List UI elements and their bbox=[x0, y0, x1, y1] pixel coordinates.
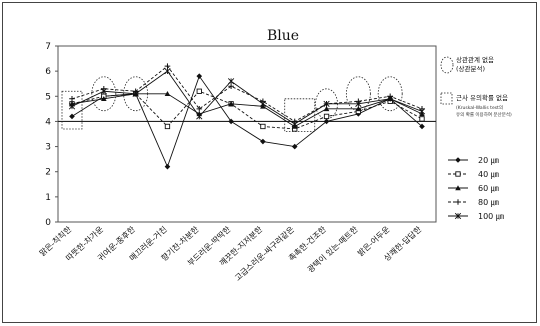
y-tick-label: 3 bbox=[45, 143, 51, 153]
data-point bbox=[164, 163, 171, 170]
chart-frame bbox=[2, 2, 537, 323]
legend-entry: 60 ㎛ bbox=[448, 184, 499, 194]
data-point bbox=[419, 123, 425, 130]
no-significance-box bbox=[284, 98, 316, 132]
legend-marker bbox=[455, 185, 461, 191]
legend: 상관관계 없음 (상관분석) 근사 유의확률 없음 (Kruskal-Walli… bbox=[440, 55, 512, 222]
y-tick-label: 5 bbox=[45, 92, 51, 102]
x-axis: 맑은-칙칙한따뜻한-차가운귀여운-중후한매끄러운-거친향기찬-차분한부드러운-딱… bbox=[38, 224, 424, 283]
data-point bbox=[132, 90, 139, 97]
data-point bbox=[164, 68, 171, 75]
legend-box-symbol bbox=[440, 92, 453, 105]
y-tick-label: 6 bbox=[45, 67, 51, 77]
data-point bbox=[68, 103, 76, 110]
legend-label: 80 ㎛ bbox=[478, 198, 499, 208]
data-point bbox=[164, 123, 171, 130]
data-point bbox=[196, 88, 202, 94]
data-point bbox=[227, 78, 235, 85]
data-point bbox=[164, 90, 171, 97]
legend-entry: 100 ㎛ bbox=[448, 212, 504, 222]
legend-label: 20 ㎛ bbox=[478, 156, 499, 166]
no-correlation-ellipse bbox=[123, 76, 149, 112]
legend-box-sub2: 유의 확률 이용하여 분산분석) bbox=[456, 111, 512, 118]
legend-label: 100 ㎛ bbox=[478, 212, 504, 222]
series-5 bbox=[68, 68, 426, 128]
data-point bbox=[228, 83, 234, 90]
legend-circle-sub: (상관분석) bbox=[456, 64, 485, 73]
series-line bbox=[71, 93, 423, 127]
data-point bbox=[228, 118, 234, 125]
data-point bbox=[291, 143, 298, 150]
data-point bbox=[260, 138, 266, 145]
legend-circle-symbol bbox=[440, 56, 454, 74]
legend-box-label: 근사 유의확률 없음 bbox=[456, 93, 508, 102]
data-point bbox=[196, 73, 203, 79]
data-point bbox=[323, 113, 330, 120]
data-point bbox=[291, 120, 298, 128]
legend-circle-label: 상관관계 없음 bbox=[456, 55, 494, 64]
y-axis: 0 1 2 3 4 5 6 7 bbox=[45, 42, 436, 228]
data-point bbox=[419, 116, 425, 122]
legend-marker bbox=[454, 212, 462, 220]
legend-marker bbox=[455, 171, 461, 177]
data-point bbox=[196, 113, 203, 120]
series-3 bbox=[69, 90, 425, 129]
legend-entry: 80 ㎛ bbox=[448, 198, 499, 208]
data-point bbox=[260, 123, 266, 130]
series-line bbox=[71, 70, 423, 125]
no-correlation-ellipse bbox=[377, 76, 403, 112]
data-point bbox=[228, 101, 234, 107]
data-point bbox=[100, 88, 107, 95]
y-tick-label: 1 bbox=[45, 193, 51, 203]
data-point bbox=[387, 95, 394, 102]
data-point bbox=[323, 106, 330, 112]
legend-entry: 20 ㎛ bbox=[448, 156, 499, 166]
chart-title: Blue bbox=[267, 28, 299, 44]
no-correlation-ellipse bbox=[345, 76, 371, 112]
y-tick-label: 7 bbox=[45, 42, 51, 52]
legend-marker bbox=[455, 157, 461, 163]
plot-area bbox=[57, 45, 437, 223]
y-tick-label: 2 bbox=[45, 168, 51, 178]
series-layer bbox=[61, 63, 426, 170]
data-point bbox=[355, 100, 362, 107]
legend-label: 60 ㎛ bbox=[478, 184, 499, 194]
x-tick-label: 고급스러운-싸구려같은 bbox=[233, 224, 297, 283]
legend-label: 40 ㎛ bbox=[478, 170, 499, 180]
data-point bbox=[101, 96, 107, 102]
data-point bbox=[196, 106, 203, 112]
legend-entry: 40 ㎛ bbox=[448, 170, 499, 180]
series-line bbox=[71, 65, 423, 122]
data-point bbox=[164, 63, 171, 69]
data-point bbox=[259, 100, 267, 107]
legend-series-entries: 20 ㎛ 40 ㎛ 60 ㎛ 80 ㎛ 100 ㎛ bbox=[448, 156, 504, 222]
data-point bbox=[418, 108, 426, 115]
data-point bbox=[355, 106, 362, 112]
y-tick-label: 0 bbox=[45, 218, 51, 228]
data-point bbox=[69, 113, 75, 120]
data-point bbox=[323, 100, 330, 107]
legend-marker bbox=[455, 199, 461, 205]
data-point bbox=[323, 118, 330, 125]
y-tick-label: 4 bbox=[45, 117, 51, 127]
data-point bbox=[69, 96, 75, 102]
no-significance-box bbox=[61, 90, 83, 130]
no-correlation-ellipse bbox=[315, 88, 338, 120]
legend-box-sub1: (Kruskal-Wallis test의 bbox=[456, 104, 503, 111]
no-correlation-ellipse bbox=[91, 76, 117, 112]
series-line bbox=[71, 90, 423, 130]
